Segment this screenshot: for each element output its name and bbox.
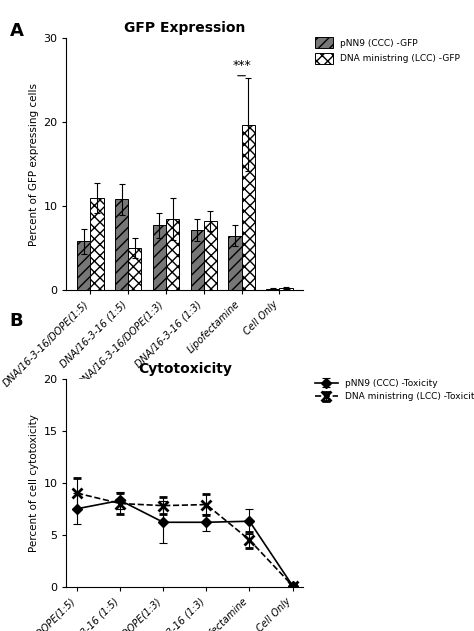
Text: B: B bbox=[9, 312, 23, 331]
Bar bbox=[115, 199, 128, 290]
Bar bbox=[242, 124, 255, 290]
Legend: pNN9 (CCC) -GFP, DNA ministring (LCC) -GFP: pNN9 (CCC) -GFP, DNA ministring (LCC) -G… bbox=[315, 37, 460, 64]
Legend: pNN9 (CCC) -Toxicity, DNA ministring (LCC) -Toxicity: pNN9 (CCC) -Toxicity, DNA ministring (LC… bbox=[315, 379, 474, 401]
Bar bbox=[204, 221, 217, 290]
Bar bbox=[228, 235, 242, 290]
Bar bbox=[279, 288, 292, 290]
Bar bbox=[153, 225, 166, 290]
Title: Cytotoxicity: Cytotoxicity bbox=[138, 362, 232, 376]
Text: A: A bbox=[9, 22, 23, 40]
Y-axis label: Percent of cell cytotoxicity: Percent of cell cytotoxicity bbox=[29, 414, 39, 551]
Bar bbox=[191, 230, 204, 290]
Bar bbox=[266, 289, 279, 290]
Bar bbox=[91, 198, 104, 290]
Y-axis label: Percent of GFP expressing cells: Percent of GFP expressing cells bbox=[29, 83, 39, 245]
Bar bbox=[166, 219, 179, 290]
Bar bbox=[77, 242, 91, 290]
Bar bbox=[128, 248, 141, 290]
Text: ***: *** bbox=[232, 59, 251, 71]
Title: GFP Expression: GFP Expression bbox=[124, 21, 246, 35]
